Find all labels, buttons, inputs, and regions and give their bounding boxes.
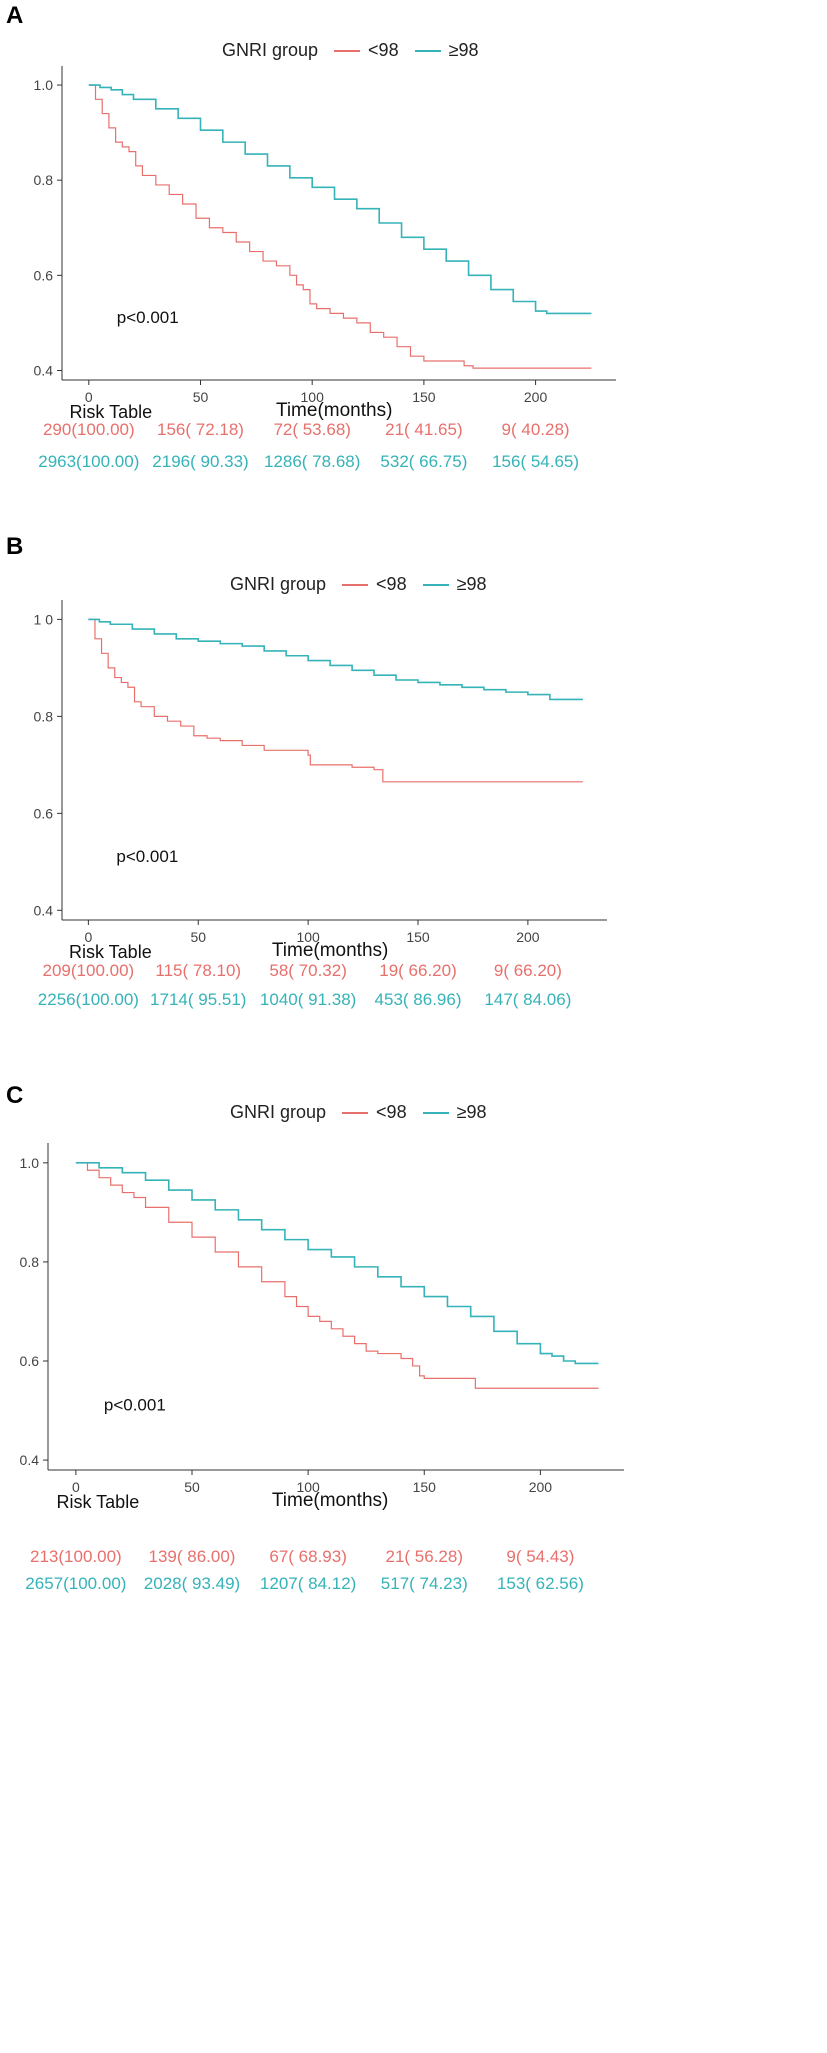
risk-table-cell: 19( 66.20) [379, 961, 457, 980]
x-tick-label: 150 [412, 389, 436, 405]
risk-table-cell: 9( 54.43) [506, 1547, 574, 1566]
risk-table-cell: 153( 62.56) [497, 1574, 584, 1593]
legend-label-low: <98 [376, 574, 407, 594]
risk-table-cell: 2256(100.00) [38, 990, 139, 1009]
risk-table-cell: 72( 53.68) [273, 420, 351, 439]
risk-table-cell: 290(100.00) [43, 420, 135, 439]
risk-table-title: Risk Table [69, 942, 152, 962]
x-tick-label: 0 [84, 929, 92, 945]
x-tick-label: 100 [296, 1479, 320, 1495]
legend: GNRI group <98 ≥98 [230, 574, 487, 595]
risk-table-cell: 21( 56.28) [386, 1547, 464, 1566]
risk-table-cell: 115( 78.10) [155, 961, 241, 980]
legend-label-high: ≥98 [448, 40, 479, 60]
risk-table-cell: 21( 41.65) [385, 420, 463, 439]
y-tick-label: 0.8 [34, 172, 54, 188]
km-curve-high [75, 1162, 599, 1365]
p-value-label: p<0.001 [117, 308, 179, 327]
legend-label-high: ≥98 [456, 574, 487, 594]
km-chart-b: 0.4 0.6 0.8 1 0 0 50 100 150 200 p<0.001 Time(mont… [34, 600, 607, 1009]
risk-table-cell: 532( 66.75) [380, 452, 467, 471]
x-tick-label: 0 [85, 389, 93, 405]
risk-table-title: Risk Table [69, 402, 152, 422]
km-curve-low [88, 84, 592, 369]
risk-table-cell: 67( 68.93) [269, 1547, 347, 1566]
risk-table-cell: 2657(100.00) [25, 1574, 126, 1593]
panel-letter: C [6, 1082, 24, 1109]
legend-swatch-high [414, 49, 441, 52]
panel-a: A GNRI group <98 ≥98 0.4 0.6 0.8 1.0 0 50 100 1… [0, 0, 827, 680]
x-tick-label: 50 [184, 1479, 200, 1495]
legend-swatch-high [422, 1111, 449, 1114]
risk-table-cell: 1040( 91.38) [260, 990, 356, 1009]
risk-table-cell: 2196( 90.33) [152, 452, 248, 471]
x-tick-label: 100 [301, 389, 325, 405]
y-tick-label: 0.6 [34, 267, 54, 283]
legend-title: GNRI group [230, 574, 327, 594]
x-axis-label: Time(months) [272, 1490, 388, 1511]
y-tick-label: 0.4 [20, 1452, 40, 1468]
risk-table-cell: 209(100.00) [43, 961, 135, 980]
risk-table-cell: 1286( 78.68) [264, 452, 360, 471]
x-tick-label: 0 [72, 1479, 80, 1495]
legend-swatch-low [334, 49, 361, 52]
x-tick-label: 200 [516, 929, 540, 945]
y-tick-label: 0.6 [20, 1353, 40, 1369]
legend: GNRI group <98 ≥98 [230, 1102, 487, 1123]
x-tick-label: 50 [190, 929, 206, 945]
panel-letter: A [6, 2, 24, 29]
risk-table-cell: 58( 70.32) [269, 961, 347, 980]
legend-swatch-low [342, 1111, 369, 1114]
y-tick-label: 0.4 [34, 902, 54, 918]
risk-table-cell: 517( 74.23) [381, 1574, 468, 1593]
panel-letter: B [6, 533, 24, 560]
risk-table-cell: 147( 84.06) [484, 990, 571, 1009]
y-tick-label: 1.0 [34, 77, 54, 93]
legend-label-low: <98 [368, 40, 399, 60]
risk-table-cell: 9( 40.28) [502, 420, 570, 439]
panel-b: B GNRI group <98 ≥98 0.4 0.6 0.8 1 0 0 50 100 1… [6, 533, 607, 1009]
risk-table-cell: 2963(100.00) [38, 452, 139, 471]
legend-title: GNRI group [230, 1102, 327, 1122]
risk-table-cell: 2028( 93.49) [144, 1574, 240, 1593]
km-curve-low [88, 618, 583, 783]
risk-table-cell: 156( 54.65) [492, 452, 579, 471]
legend: GNRI group <98 ≥98 [222, 40, 479, 61]
risk-table-cell: 453( 86.96) [375, 990, 462, 1009]
y-tick-label: 1 0 [34, 611, 54, 627]
legend-label-high: ≥98 [456, 1102, 487, 1122]
x-tick-label: 200 [524, 389, 548, 405]
y-tick-label: 1.0 [20, 1155, 40, 1171]
km-curve-low [75, 1162, 599, 1389]
legend-title: GNRI group [222, 40, 319, 60]
legend-label-low: <98 [376, 1102, 407, 1122]
legend-swatch-low [342, 583, 369, 586]
risk-table-cell: 156( 72.18) [157, 420, 244, 439]
risk-table-cell: 1207( 84.12) [260, 1574, 356, 1593]
y-tick-label: 0.4 [34, 362, 54, 378]
x-tick-label: 50 [193, 389, 209, 405]
y-tick-label: 0.8 [20, 1254, 40, 1270]
x-axis-label: Time(months) [272, 940, 388, 961]
km-curve-high [88, 84, 592, 315]
x-tick-label: 150 [413, 1479, 437, 1495]
risk-table-cell: 213(100.00) [30, 1547, 122, 1566]
x-tick-label: 100 [296, 929, 320, 945]
p-value-label: p<0.001 [116, 847, 178, 866]
x-tick-label: 150 [406, 929, 430, 945]
risk-table-cell: 9( 66.20) [494, 961, 562, 980]
legend-swatch-high [422, 583, 449, 586]
x-tick-label: 200 [529, 1479, 553, 1495]
risk-table-cell: 139( 86.00) [149, 1547, 236, 1566]
y-tick-label: 0.6 [34, 805, 54, 821]
y-tick-label: 0.8 [34, 708, 54, 724]
risk-table-title: Risk Table [57, 1492, 140, 1512]
risk-table-cell: 1714( 95.51) [150, 990, 246, 1009]
km-chart-a: 0.4 0.6 0.8 1.0 0 50 100 150 200 p<0.001 Time(mont… [34, 66, 616, 471]
p-value-label: p<0.001 [104, 1396, 166, 1415]
x-axis-label: Time(months) [276, 400, 392, 421]
km-curve-high [88, 618, 583, 701]
